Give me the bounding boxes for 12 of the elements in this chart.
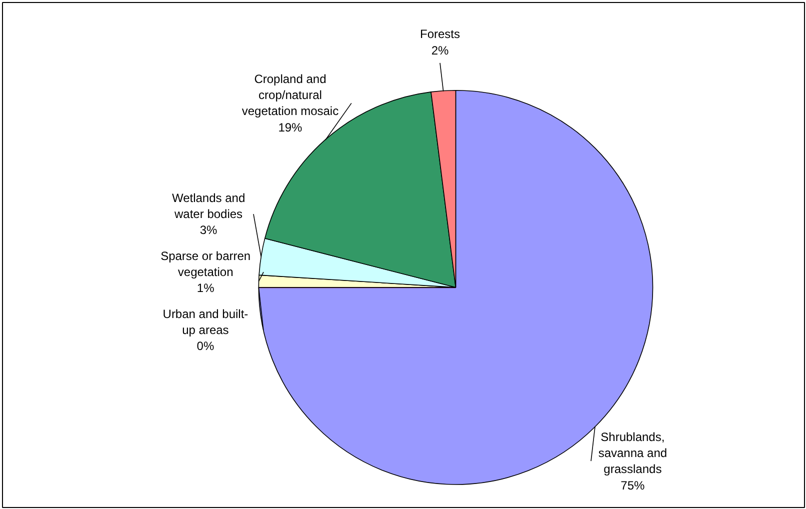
slice-label: Wetlands and water bodies bbox=[172, 190, 246, 222]
data-label: 3% bbox=[200, 223, 218, 238]
text: 0% bbox=[196, 339, 214, 354]
data-label: 2% bbox=[431, 43, 450, 58]
data-label: 1% bbox=[196, 281, 215, 296]
slice-label: Cropland and crop/natural vegetation mosaic bbox=[242, 72, 339, 118]
slice-label: Sparse or barren vegetation bbox=[160, 248, 251, 280]
slice-label: Forests bbox=[420, 27, 460, 42]
data-label: 19% bbox=[278, 120, 303, 134]
category-label: Urban and built-up areas bbox=[162, 306, 248, 338]
slice-label: Shrublands, savanna and grasslands bbox=[598, 430, 668, 476]
data-label: 75% bbox=[620, 478, 646, 492]
